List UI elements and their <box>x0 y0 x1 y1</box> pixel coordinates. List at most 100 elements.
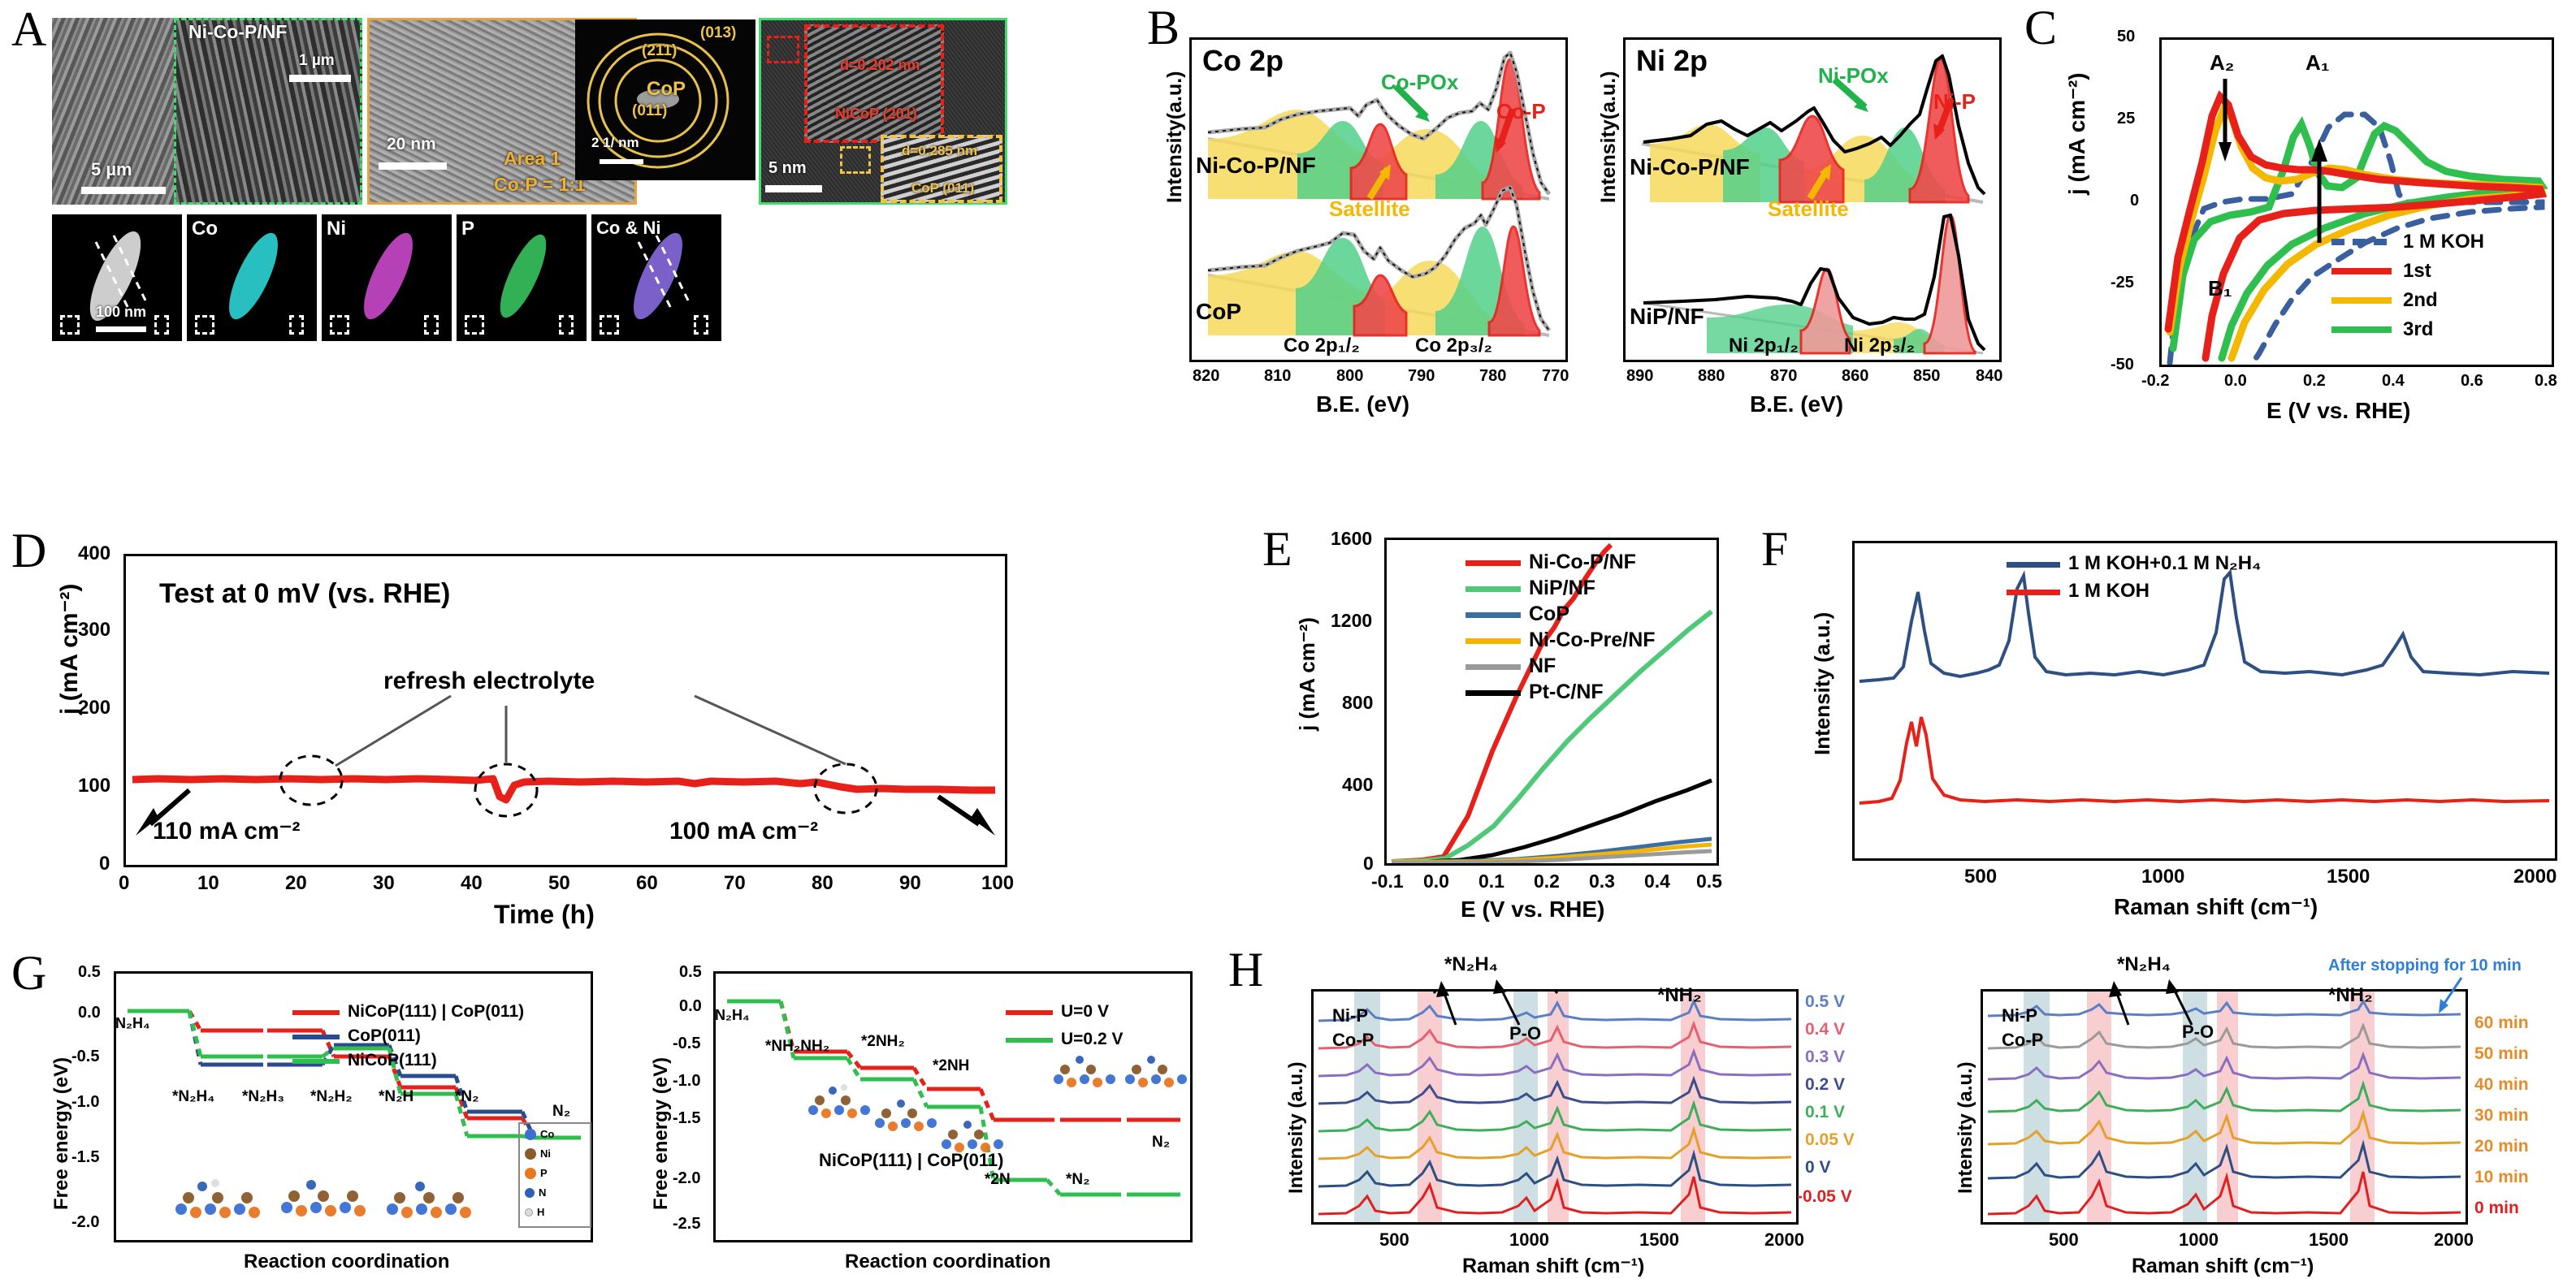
panelH-left-curve-label-5: 0.05 V <box>1805 1130 1855 1149</box>
panelG-left-ytick-3: -1.0 <box>71 1093 100 1111</box>
panelG-left-state-1: *N₂H₄ <box>172 1088 215 1105</box>
ni2p-xtick-0: 890 <box>1626 367 1654 385</box>
panelG-left-legend-swatch-2 <box>292 1059 340 1064</box>
ni2p-label-nipox: Ni-POx <box>1818 63 1889 88</box>
panelF-xtick-3: 2000 <box>2513 866 2557 888</box>
ni2p-ylabel: Intensity(a.u.) <box>1597 71 1620 203</box>
atom-dot-p <box>525 1167 536 1179</box>
saed-scalebar <box>600 159 643 164</box>
ni2p-xtick-5: 840 <box>1976 367 2003 385</box>
ni2p-title: Ni 2p <box>1636 44 1708 77</box>
panelH-right-xtick-2: 1500 <box>2309 1229 2349 1250</box>
panelC-xlabel: E (V vs. RHE) <box>2266 398 2411 423</box>
co2p-xtick-0: 820 <box>1193 367 1220 385</box>
panelD-ytick-0: 0 <box>99 853 110 875</box>
panelC-xtick-4: 0.6 <box>2461 372 2483 390</box>
panelH-left-curve-label-6: 0 V <box>1805 1158 1831 1177</box>
panelF-plot <box>1852 541 2557 861</box>
panelG-right-state-5: *N₂ <box>1066 1171 1090 1188</box>
eds-map-scalebar <box>96 326 146 332</box>
panelC-legend-label-3: 3rd <box>2403 318 2434 340</box>
panel-letter-f: F <box>1761 522 1789 576</box>
panelE-legend-label-4: NF <box>1529 655 1556 677</box>
panelE-xtick-3: 0.2 <box>1534 871 1560 892</box>
map-bracket-right-3 <box>424 315 439 335</box>
panelE-legend-label-1: NiP/NF <box>1529 577 1595 599</box>
panelH-left-raman-stack <box>1318 992 1792 1222</box>
panelH-right-curve-label-0: 60 min <box>2474 1013 2529 1032</box>
co2p-trace-label-1: Ni-Co-P/NF <box>1196 153 1316 178</box>
panelG-right-xlabel: Reaction coordination <box>845 1251 1051 1273</box>
panelE-legend-swatch-4 <box>1466 664 1521 670</box>
panelH-left-xtick-1: 1000 <box>1509 1229 1549 1250</box>
panelC-legend-label-1: 1st <box>2403 260 2431 282</box>
panelG-left-ytick-4: -1.5 <box>71 1148 100 1166</box>
panelH-right-ylabel: Intensity (a.u.) <box>1955 1061 1976 1194</box>
panelG-right-plot <box>713 971 1193 1242</box>
ni2p-label-satellite: Satellite <box>1768 197 1849 221</box>
tem-ratio-label: Co:P = 1:1 <box>494 174 586 195</box>
panelC-legend-label-0: 1 M KOH <box>2403 231 2485 253</box>
panelD-annotation-end: 100 mA cm⁻² <box>669 818 819 845</box>
atom-label-p: P <box>540 1167 548 1179</box>
co2p-plot <box>1189 37 1568 362</box>
panelF-legend-label-0: 1 M KOH+0.1 M N₂H₄ <box>2068 552 2262 574</box>
panelH-right-band-label-n2h4: *N₂H₄ <box>2117 953 2171 975</box>
co2p-arrow-red-icon <box>1495 107 1516 153</box>
panelG-right-state-1: *NH₂NH₂ <box>765 1038 830 1055</box>
panelF-xtick-0: 500 <box>1964 866 1998 888</box>
map-bracket-left-4 <box>465 315 484 335</box>
co2p-arrow-green-icon <box>1393 84 1430 122</box>
saed-label-011: (011) <box>632 102 668 119</box>
panelG-right-state-0: N₂H₄ <box>715 1007 750 1023</box>
panelD-xtick-10: 100 <box>981 872 1015 894</box>
saed-rings-icon <box>587 32 730 169</box>
panelG-right-state-2: *2NH₂ <box>861 1033 905 1050</box>
atom-dot-co <box>525 1128 536 1140</box>
eds-map-p <box>457 214 587 341</box>
panelH-right-note-arrow-icon <box>2439 977 2463 1013</box>
co2p-xtick-3: 790 <box>1408 367 1435 385</box>
panelG-right-legend-label-1: U=0.2 V <box>1061 1030 1123 1048</box>
panelC-legend-label-2: 2nd <box>2403 289 2438 311</box>
atom-dot-h <box>525 1208 533 1216</box>
panel-letter-h: H <box>1228 943 1264 996</box>
eds-map-label-co: Co <box>192 218 218 240</box>
co2p-xtick-4: 780 <box>1479 367 1507 385</box>
panelC-annotation-a2: A₂ <box>2210 50 2235 75</box>
panelH-right-xlabel: Raman shift (cm⁻¹) <box>2132 1255 2314 1277</box>
panelE-ytick-4: 1600 <box>1331 528 1373 549</box>
panelF-legend-swatch-0 <box>2007 562 2060 568</box>
panelG-left-state-6: N₂ <box>552 1103 571 1120</box>
eds-map-ni <box>322 214 452 341</box>
panelF-xlabel: Raman shift (cm⁻¹) <box>2114 894 2318 919</box>
panelE-legend-swatch-5 <box>1466 690 1521 696</box>
panelH-right-xtick-0: 500 <box>2049 1229 2079 1250</box>
ni2p-xlabel: B.E. (eV) <box>1750 391 1844 417</box>
panelH-right-curve-label-5: 10 min <box>2474 1168 2529 1186</box>
panelC-ylabel: j (mA cm⁻²) <box>2064 72 2089 195</box>
panelE-legend-swatch-2 <box>1466 612 1521 618</box>
panelG-left-legend-swatch-1 <box>292 1035 340 1039</box>
panelD-xtick-7: 70 <box>724 872 746 894</box>
panelG-left-state-0: N₂H₄ <box>115 1015 150 1031</box>
ni2p-xtick-1: 880 <box>1698 367 1725 385</box>
panelE-xlabel: E (V vs. RHE) <box>1461 897 1605 922</box>
hrtem-phase1-label: NiCoP (201) <box>835 106 917 122</box>
panelG-right-ytick-1: 0.0 <box>679 997 702 1015</box>
panelG-left-state-2: *N₂H₃ <box>242 1088 285 1105</box>
panelE-xtick-0: -0.1 <box>1371 871 1404 892</box>
panel-letter-b: B <box>1147 1 1180 54</box>
co2p-xtick-1: 810 <box>1264 367 1292 385</box>
eds-map-co-ni <box>591 214 721 341</box>
panelE-legend-swatch-3 <box>1466 638 1521 644</box>
panelH-right-curve-label-6: 0 min <box>2474 1199 2519 1217</box>
sem-image-inset-zoom <box>174 18 362 205</box>
panelG-left-ytick-5: -2.0 <box>71 1213 100 1231</box>
panelC-xtick-1: 0.0 <box>2224 372 2247 390</box>
atom-label-co: Co <box>540 1128 555 1140</box>
panelH-left-curve-label-1: 0.4 V <box>1805 1020 1846 1039</box>
panelH-right-arrows-icon <box>2109 979 2193 1026</box>
panelG-left-legend-label-2: NiCoP(111) <box>348 1051 437 1069</box>
saed-scale-label: 2 1/ nm <box>591 135 639 150</box>
